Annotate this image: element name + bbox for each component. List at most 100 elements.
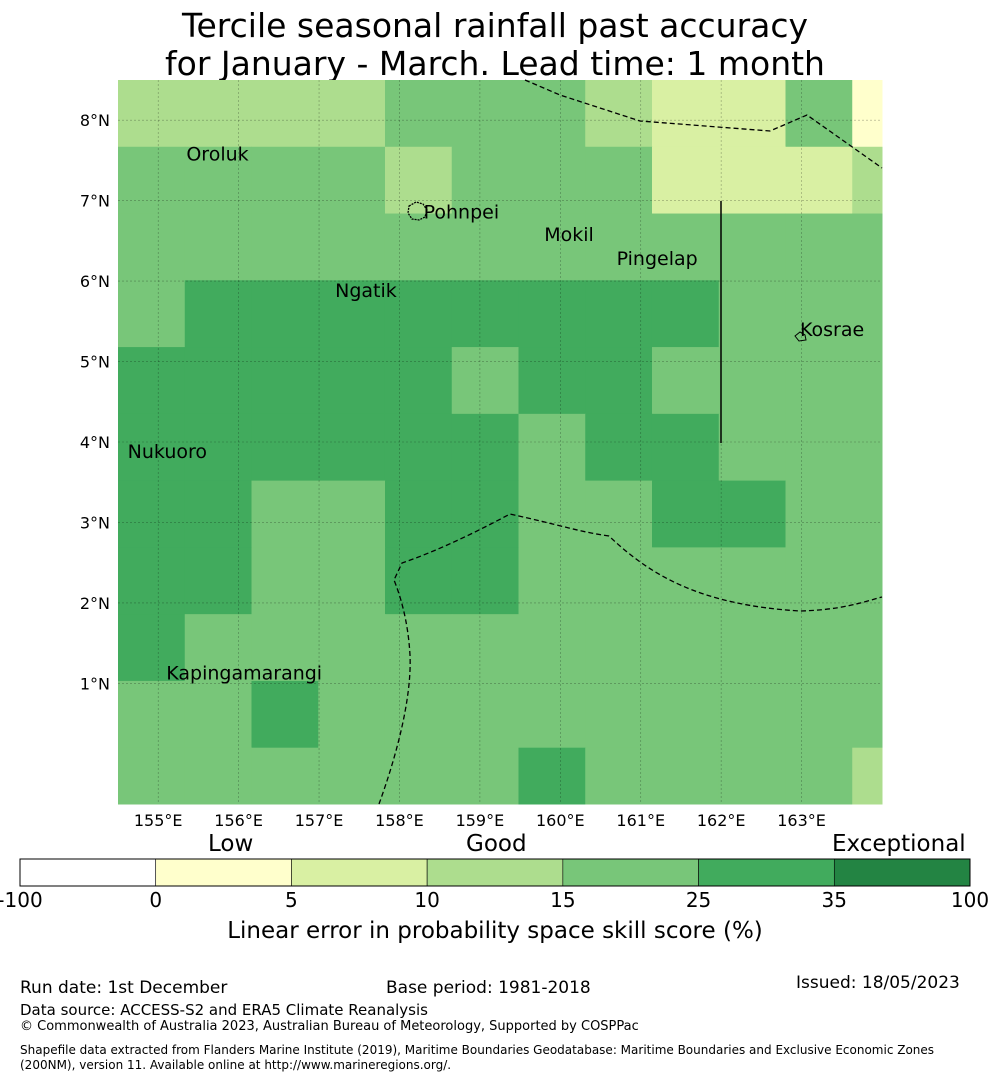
grid-cell: [852, 614, 883, 682]
grid-cell: [451, 680, 519, 749]
lat-tick-label: 1°N: [80, 674, 110, 693]
grid-cell: [718, 413, 786, 482]
grid-cell: [251, 146, 319, 215]
grid-cell: [318, 614, 386, 682]
lat-tick-label: 2°N: [80, 594, 110, 613]
title-line-1: Tercile seasonal rainfall past accuracy: [181, 6, 809, 45]
grid-cell: [118, 213, 186, 281]
grid-cell: [318, 347, 386, 415]
shapefile-credit: Shapefile data extracted from Flanders M…: [20, 1043, 935, 1072]
grid-cell: [384, 547, 453, 615]
place-label-oroluk: Oroluk: [186, 143, 248, 165]
data-source: Data source: ACCESS-S2 and ERA5 Climate …: [20, 1001, 428, 1019]
grid-cell: [585, 747, 653, 805]
colorbar-category-good: Good: [466, 831, 527, 857]
grid-cell: [718, 747, 786, 805]
grid-cell: [251, 413, 319, 482]
grid-cell: [451, 347, 519, 415]
grid-cell: [451, 280, 519, 348]
grid-cell: [718, 480, 786, 548]
grid-cell: [718, 213, 786, 281]
colorbar-segment: [426, 858, 564, 887]
grid-cell: [585, 213, 653, 281]
colorbar-segment: [833, 858, 971, 887]
island-outlines: [407, 201, 807, 342]
colorbar-tick-label: 25: [685, 888, 712, 912]
grid-cell: [384, 80, 453, 148]
lon-tick-label: 163°E: [777, 811, 826, 830]
issued-date: Issued: 18/05/2023: [796, 973, 960, 993]
latitude-tick-labels: 1°N 2°N 3°N 4°N 5°N 6°N 7°N 8°N: [80, 111, 110, 693]
colorbar-segment: [291, 858, 428, 887]
copyright: © Commonwealth of Australia 2023, Austra…: [20, 1019, 639, 1034]
lon-tick-label: 156°E: [214, 811, 263, 830]
colorbar-tick-label: -100: [0, 888, 43, 912]
colorbar-segment: [155, 858, 292, 887]
grid-cell: [251, 280, 319, 348]
grid-cell: [184, 747, 252, 805]
grid-cell: [518, 614, 586, 682]
grid-cell: [852, 213, 883, 281]
grid-cell: [118, 146, 186, 215]
grid-cell: [785, 146, 853, 215]
grid-cell: [184, 146, 252, 215]
grid-cell: [318, 213, 386, 281]
eez-boundary-lines: [378, 79, 883, 805]
grid-cell: [184, 614, 252, 682]
grid-cell: [852, 747, 883, 805]
lon-tick-label: 160°E: [536, 811, 585, 830]
grid-cell: [184, 347, 252, 415]
grid-cell: [184, 213, 252, 281]
grid-cell: [251, 680, 319, 749]
grid-cell: [384, 213, 453, 281]
grid-cell: [651, 747, 720, 805]
grid-cell: [318, 680, 386, 749]
grid-cell: [518, 680, 586, 749]
grid-cell: [718, 347, 786, 415]
grid-cell: [651, 480, 720, 548]
grid-cell: [585, 480, 653, 548]
grid-cell: [785, 480, 853, 548]
grid-cell: [318, 80, 386, 148]
grid-cell: [718, 80, 786, 148]
colorbar-label: Linear error in probability space skill …: [227, 918, 763, 944]
grid-cell: [651, 614, 720, 682]
grid-cell: [651, 213, 720, 281]
skill-score-map: Oroluk Pohnpei Mokil Pingelap Ngatik Kosrae Nu…: [80, 79, 883, 830]
grid-cell: [718, 680, 786, 749]
grid-cell: [251, 80, 319, 148]
grid-cell: [251, 614, 319, 682]
place-label-pohnpei: Pohnpei: [424, 201, 500, 223]
grid-cell: [318, 413, 386, 482]
grid-cell: [451, 614, 519, 682]
grid-cell: [518, 747, 586, 805]
grid-cell: [251, 213, 319, 281]
grid-cell: [118, 280, 186, 348]
grid-cell: [318, 547, 386, 615]
grid-cell: [585, 680, 653, 749]
grid-cell: [785, 213, 853, 281]
grid-cell: [585, 547, 653, 615]
lat-tick-label: 8°N: [80, 111, 110, 130]
grid-cell: [785, 614, 853, 682]
grid-cell: [451, 80, 519, 148]
place-label-ngatik: Ngatik: [335, 280, 397, 302]
grid-cell: [785, 680, 853, 749]
colorbar-category-low: Low: [208, 831, 254, 857]
grid-cell: [451, 146, 519, 215]
grid-cell: [852, 680, 883, 749]
grid-cell: [518, 280, 586, 348]
lon-tick-label: 162°E: [697, 811, 746, 830]
grid-cell: [384, 680, 453, 749]
grid-cell: [852, 547, 883, 615]
colorbar-segment: [562, 858, 699, 887]
grid-cell: [651, 680, 720, 749]
grid-cell: [585, 413, 653, 482]
grid-cell: [451, 213, 519, 281]
grid-cell: [718, 614, 786, 682]
grid-cell: [651, 547, 720, 615]
lat-tick-label: 3°N: [80, 513, 110, 532]
lon-tick-label: 157°E: [295, 811, 344, 830]
place-label-pingelap: Pingelap: [617, 248, 698, 270]
grid-cell: [852, 480, 883, 548]
